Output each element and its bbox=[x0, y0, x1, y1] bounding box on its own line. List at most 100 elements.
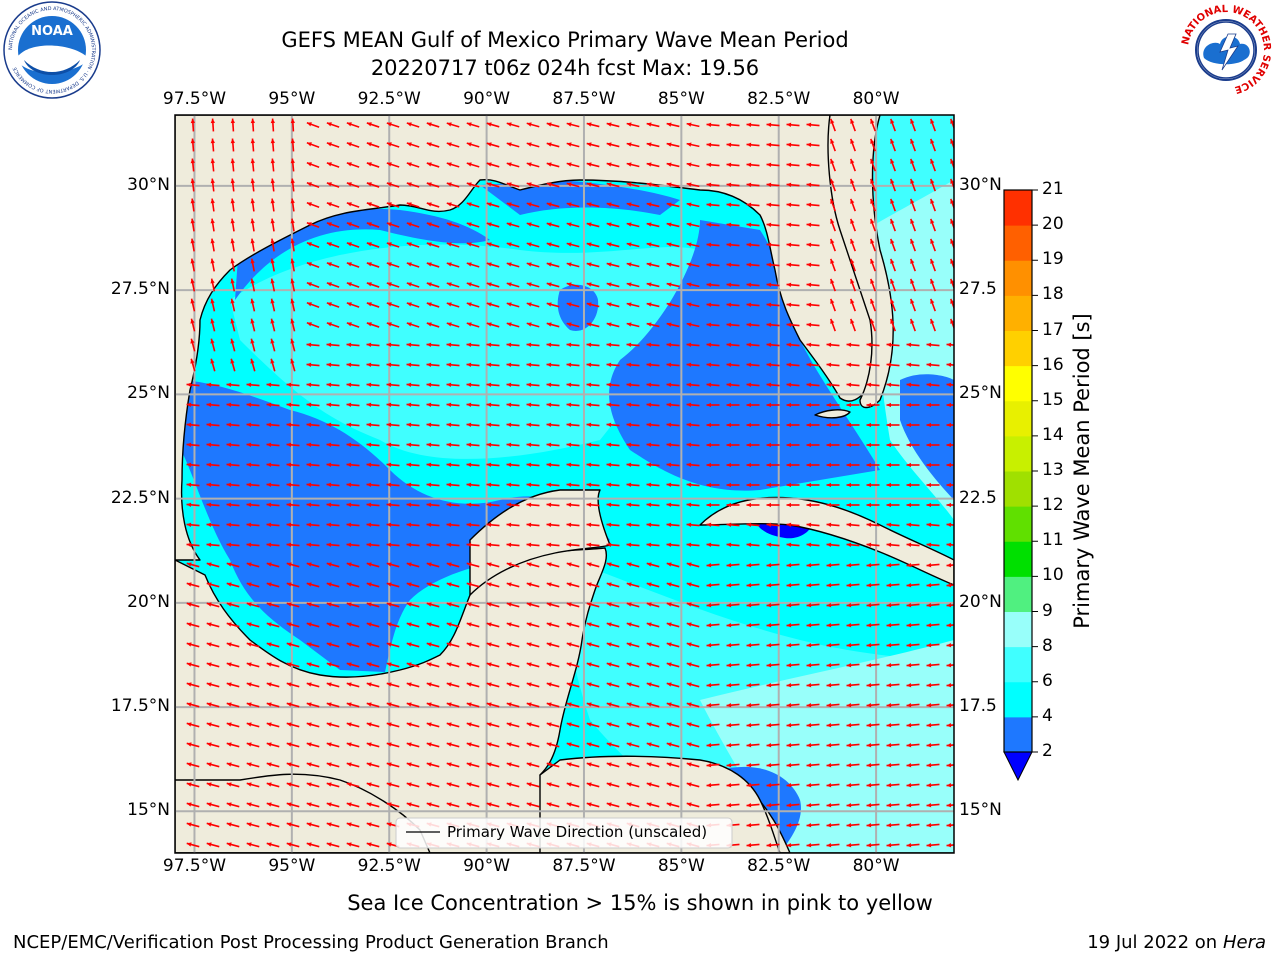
wave-arrow-head bbox=[250, 338, 255, 344]
wave-arrow-head bbox=[306, 822, 312, 827]
wave-arrow-head bbox=[586, 402, 592, 407]
wave-arrow-head bbox=[406, 322, 412, 327]
wave-arrow-head bbox=[270, 238, 275, 244]
wave-arrow-head bbox=[930, 178, 935, 184]
wave-arrow-head bbox=[406, 762, 412, 767]
wave-arrow-head bbox=[466, 122, 472, 127]
wave-arrow-head bbox=[266, 422, 272, 427]
wave-arrow-head bbox=[566, 342, 572, 347]
wave-arrow-head bbox=[626, 522, 632, 527]
wave-arrow-head bbox=[926, 823, 932, 828]
wave-arrow-head bbox=[386, 142, 392, 147]
wave-arrow-head bbox=[666, 402, 672, 407]
wave-arrow-head bbox=[806, 442, 812, 448]
wave-arrow-head bbox=[546, 122, 552, 127]
wave-arrow-head bbox=[446, 142, 452, 147]
wave-arrow-head bbox=[686, 782, 692, 787]
wave-arrow-head bbox=[806, 743, 812, 748]
wave-arrow-head bbox=[806, 643, 812, 648]
wave-arrow-head bbox=[206, 442, 212, 447]
wave-arrow-head bbox=[946, 522, 952, 527]
wave-arrow-head bbox=[306, 422, 312, 427]
wave-arrow-head bbox=[890, 138, 895, 144]
colorbar-segment bbox=[1004, 365, 1032, 402]
wave-arrow-head bbox=[186, 422, 192, 427]
wave-arrow-head bbox=[746, 623, 752, 628]
wave-arrow-head bbox=[786, 382, 792, 387]
wave-arrow-head bbox=[726, 182, 732, 187]
wave-arrow-head bbox=[646, 762, 652, 767]
wave-arrow-head bbox=[506, 122, 512, 127]
wave-arrow-head bbox=[486, 482, 492, 487]
wave-arrow-head bbox=[346, 382, 352, 387]
wave-arrow-head bbox=[306, 542, 312, 547]
wave-arrow-head bbox=[486, 662, 492, 667]
wave-arrow-head bbox=[746, 502, 752, 508]
machine-name: Hera bbox=[1222, 932, 1266, 953]
wave-arrow-head bbox=[250, 158, 255, 164]
wave-arrow-head bbox=[346, 662, 352, 667]
wave-arrow-head bbox=[486, 582, 492, 587]
wave-arrow-head bbox=[230, 198, 235, 204]
wave-arrow-head bbox=[326, 662, 332, 667]
wave-arrow-head bbox=[706, 683, 712, 688]
wave-arrow-head bbox=[406, 482, 412, 487]
wave-arrow-head bbox=[250, 258, 255, 264]
wave-arrow-head bbox=[786, 402, 792, 408]
wave-arrow-head bbox=[466, 322, 472, 327]
wave-arrow-head bbox=[826, 342, 832, 347]
wave-arrow-head bbox=[346, 802, 352, 807]
wave-arrow-head bbox=[726, 763, 732, 768]
wave-arrow-head bbox=[190, 198, 195, 204]
wave-arrow-head bbox=[466, 342, 472, 347]
wave-arrow-head bbox=[206, 702, 212, 707]
wave-arrow-head bbox=[506, 522, 512, 527]
wave-arrow-head bbox=[786, 743, 792, 748]
wave-arrow-head bbox=[826, 542, 832, 547]
wave-arrow-head bbox=[706, 162, 712, 167]
wave-arrow-head bbox=[566, 422, 572, 427]
wave-arrow-head bbox=[250, 198, 255, 204]
wave-arrow-head bbox=[906, 723, 912, 728]
wave-arrow-head bbox=[686, 722, 692, 727]
wave-arrow-head bbox=[686, 342, 692, 347]
wave-arrow-head bbox=[386, 702, 392, 707]
wave-arrow-head bbox=[266, 462, 272, 467]
wave-arrow-head bbox=[426, 522, 432, 527]
wave-arrow-head bbox=[446, 562, 452, 567]
wave-arrow-head bbox=[386, 122, 392, 127]
wave-arrow-head bbox=[726, 502, 732, 508]
wave-arrow-head bbox=[646, 242, 652, 247]
wave-arrow-head bbox=[586, 722, 592, 727]
wave-arrow-head bbox=[346, 182, 352, 187]
wave-arrow-head bbox=[466, 802, 472, 807]
wave-arrow-head bbox=[626, 262, 632, 267]
wave-arrow-head bbox=[506, 202, 512, 207]
wave-arrow-head bbox=[486, 402, 492, 407]
wave-arrow-head bbox=[230, 158, 235, 164]
wave-arrow-head bbox=[406, 242, 412, 247]
wave-arrow-head bbox=[866, 402, 872, 408]
wave-arrow-head bbox=[426, 662, 432, 667]
wave-arrow-head bbox=[466, 302, 472, 307]
wave-arrow-head bbox=[706, 362, 712, 367]
wave-arrow-head bbox=[346, 722, 352, 727]
wave-arrow-head bbox=[366, 822, 372, 827]
wave-arrow-head bbox=[850, 258, 855, 264]
wave-arrow-head bbox=[506, 562, 512, 567]
wave-arrow-head bbox=[326, 202, 332, 207]
wave-arrow-head bbox=[286, 522, 292, 527]
wave-arrow-head bbox=[386, 602, 392, 607]
wave-arrow-head bbox=[290, 278, 295, 284]
wave-arrow-head bbox=[446, 722, 452, 727]
wave-arrow-head bbox=[766, 663, 772, 668]
wave-arrow-head bbox=[686, 762, 692, 767]
wave-arrow-head bbox=[526, 662, 532, 667]
wave-arrow-head bbox=[946, 783, 952, 788]
wave-arrow-head bbox=[870, 178, 875, 184]
wave-arrow-head bbox=[726, 603, 732, 608]
wave-arrow-head bbox=[606, 522, 612, 527]
wave-arrow-head bbox=[746, 643, 752, 648]
wave-arrow-head bbox=[346, 222, 352, 227]
wave-arrow-head bbox=[386, 422, 392, 427]
